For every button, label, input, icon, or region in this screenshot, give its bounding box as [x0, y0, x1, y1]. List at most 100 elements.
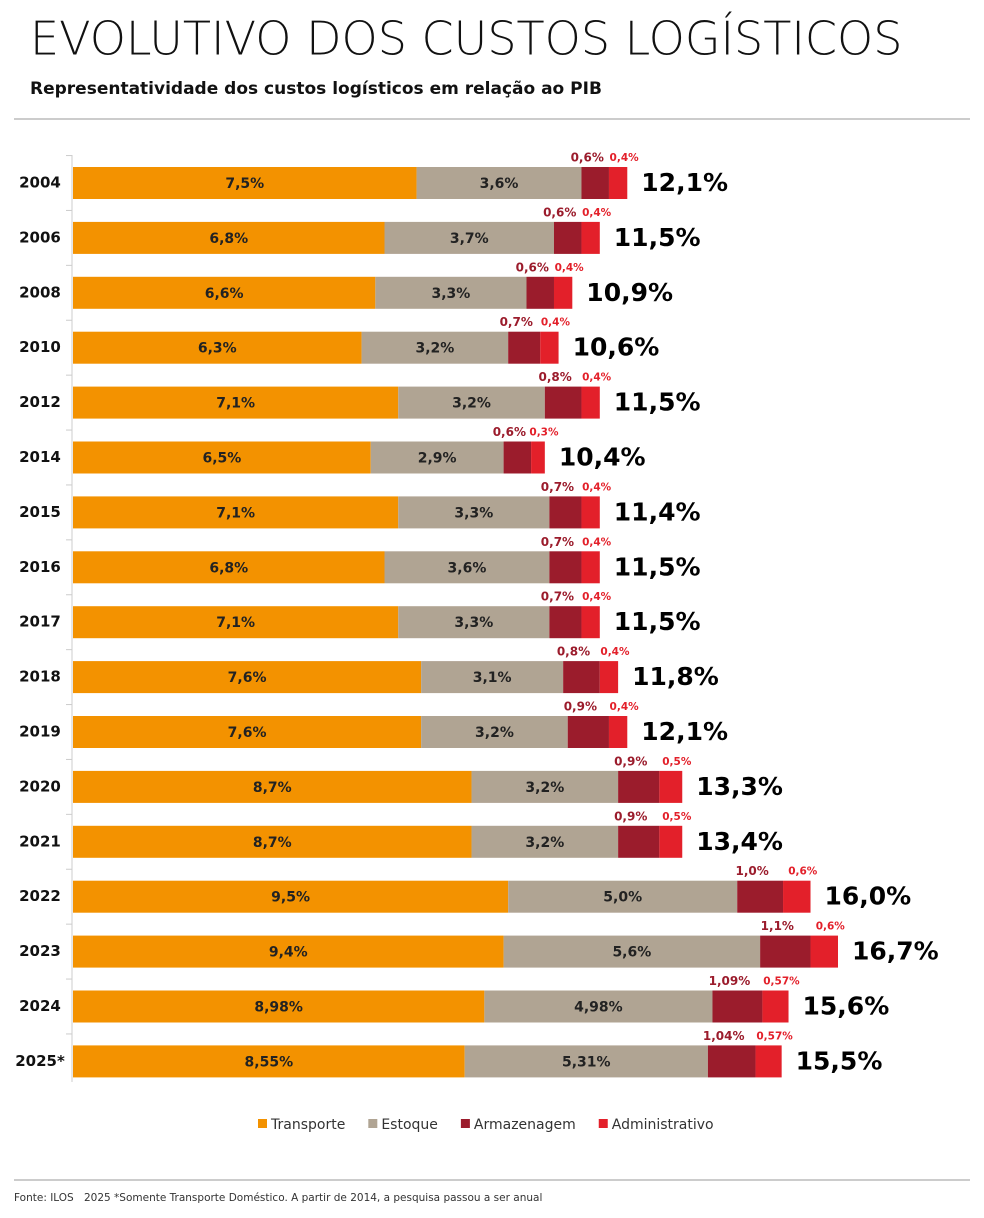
data-label: 0,7%	[541, 535, 574, 549]
y-tick-label: 2012	[19, 393, 61, 411]
data-label: 6,3%	[198, 341, 237, 357]
bar-segment	[421, 661, 564, 694]
bar-segment	[73, 167, 417, 199]
bar-segment	[755, 1045, 782, 1078]
data-label: 1,04%	[703, 1029, 745, 1043]
legend-swatch	[460, 1119, 470, 1128]
bar-segment	[73, 441, 371, 474]
y-tick-label: 2004	[19, 174, 61, 192]
data-label: 7,6%	[228, 670, 267, 686]
data-label: 7,1%	[216, 505, 255, 521]
data-label: 8,55%	[245, 1054, 294, 1070]
bar-segment	[581, 496, 600, 529]
data-label: 0,6%	[816, 921, 846, 933]
data-label: 7,5%	[225, 176, 264, 192]
total-label: 11,5%	[614, 552, 701, 581]
data-label: 6,8%	[209, 560, 248, 576]
legend-label: Transporte	[270, 1117, 345, 1133]
total-label: 15,6%	[803, 992, 890, 1021]
bar-segment	[73, 496, 399, 529]
data-label: 0,8%	[539, 370, 572, 384]
data-label: 7,1%	[216, 396, 255, 412]
bar-segment	[361, 331, 509, 364]
y-tick-label: 2024	[19, 997, 61, 1015]
total-label: 10,6%	[573, 333, 660, 362]
total-label: 11,5%	[614, 388, 701, 417]
bar-segment	[608, 716, 628, 748]
bar-segment	[73, 825, 472, 858]
bar-segment	[370, 441, 504, 474]
data-label: 0,4%	[582, 481, 612, 493]
bar-segment	[416, 167, 582, 199]
bar-segment	[618, 770, 660, 803]
y-tick-label: 2022	[19, 887, 61, 905]
data-label: 3,3%	[454, 505, 493, 521]
data-label: 4,98%	[574, 1000, 623, 1016]
data-label: 0,4%	[582, 372, 612, 384]
data-label: 9,4%	[269, 945, 308, 961]
chart-subtitle: Representatividade dos custos logísticos…	[30, 79, 602, 99]
bar-segment	[659, 825, 683, 858]
bar-segment	[760, 935, 811, 968]
data-label: 0,7%	[541, 480, 574, 494]
y-tick-label: 2025*	[15, 1052, 65, 1070]
data-label: 8,7%	[253, 780, 292, 796]
y-tick-label: 2006	[19, 228, 61, 246]
data-label: 0,6%	[788, 866, 818, 878]
bar-segment	[567, 716, 609, 748]
data-label: 6,8%	[209, 231, 248, 247]
bar-segment	[531, 441, 545, 474]
bar-segment	[384, 551, 550, 584]
data-label: 0,4%	[541, 317, 571, 329]
y-tick-label: 2019	[19, 723, 61, 741]
data-label: 6,5%	[202, 451, 241, 467]
data-label: 2,9%	[418, 451, 457, 467]
data-label: 7,1%	[216, 615, 255, 631]
bar-segment	[581, 551, 600, 584]
data-label: 0,4%	[610, 701, 640, 713]
bar-segment	[503, 441, 532, 474]
bar-segment	[73, 551, 385, 584]
data-label: 3,3%	[432, 286, 471, 302]
data-label: 5,0%	[603, 890, 642, 906]
bar-segment	[73, 770, 472, 803]
legend-label: Estoque	[381, 1117, 438, 1133]
bar-segment	[549, 606, 582, 639]
total-label: 10,4%	[559, 443, 646, 472]
data-label: 0,4%	[600, 646, 630, 658]
total-label: 11,5%	[614, 223, 701, 252]
total-label: 12,1%	[641, 717, 728, 746]
y-tick-label: 2017	[19, 613, 61, 631]
total-label: 10,9%	[586, 278, 673, 307]
data-label: 7,6%	[228, 725, 267, 741]
bar-segment	[484, 990, 713, 1023]
total-label: 11,5%	[614, 607, 701, 636]
y-tick-label: 2023	[19, 942, 61, 960]
data-label: 3,2%	[525, 780, 564, 796]
data-label: 0,5%	[662, 811, 692, 823]
y-tick-label: 2010	[19, 338, 61, 356]
bar-segment	[508, 880, 738, 913]
bar-segment	[707, 1045, 756, 1078]
y-tick-label: 2014	[19, 448, 61, 466]
data-label: 6,6%	[205, 286, 244, 302]
total-label: 13,3%	[696, 772, 783, 801]
bar-segment	[737, 880, 784, 913]
data-label: 3,2%	[525, 835, 564, 851]
data-label: 5,6%	[612, 945, 651, 961]
footnote: 2025 *Somente Transporte Doméstico. A pa…	[84, 1192, 542, 1204]
legend-swatch	[368, 1119, 378, 1128]
data-label: 0,57%	[763, 976, 800, 988]
data-label: 3,2%	[452, 396, 491, 412]
data-label: 0,4%	[610, 152, 640, 164]
bar-segment	[544, 386, 582, 419]
data-label: 3,7%	[450, 231, 489, 247]
bar-segment	[384, 221, 554, 254]
chart-title: EVOLUTIVO DOS CUSTOS LOGÍSTICOS	[30, 12, 902, 66]
bar-segment	[375, 276, 527, 309]
data-label: 3,1%	[473, 670, 512, 686]
bar-segment	[73, 606, 399, 639]
bar-segment	[421, 716, 568, 748]
bar-segment	[810, 935, 838, 968]
data-label: 9,5%	[271, 890, 310, 906]
